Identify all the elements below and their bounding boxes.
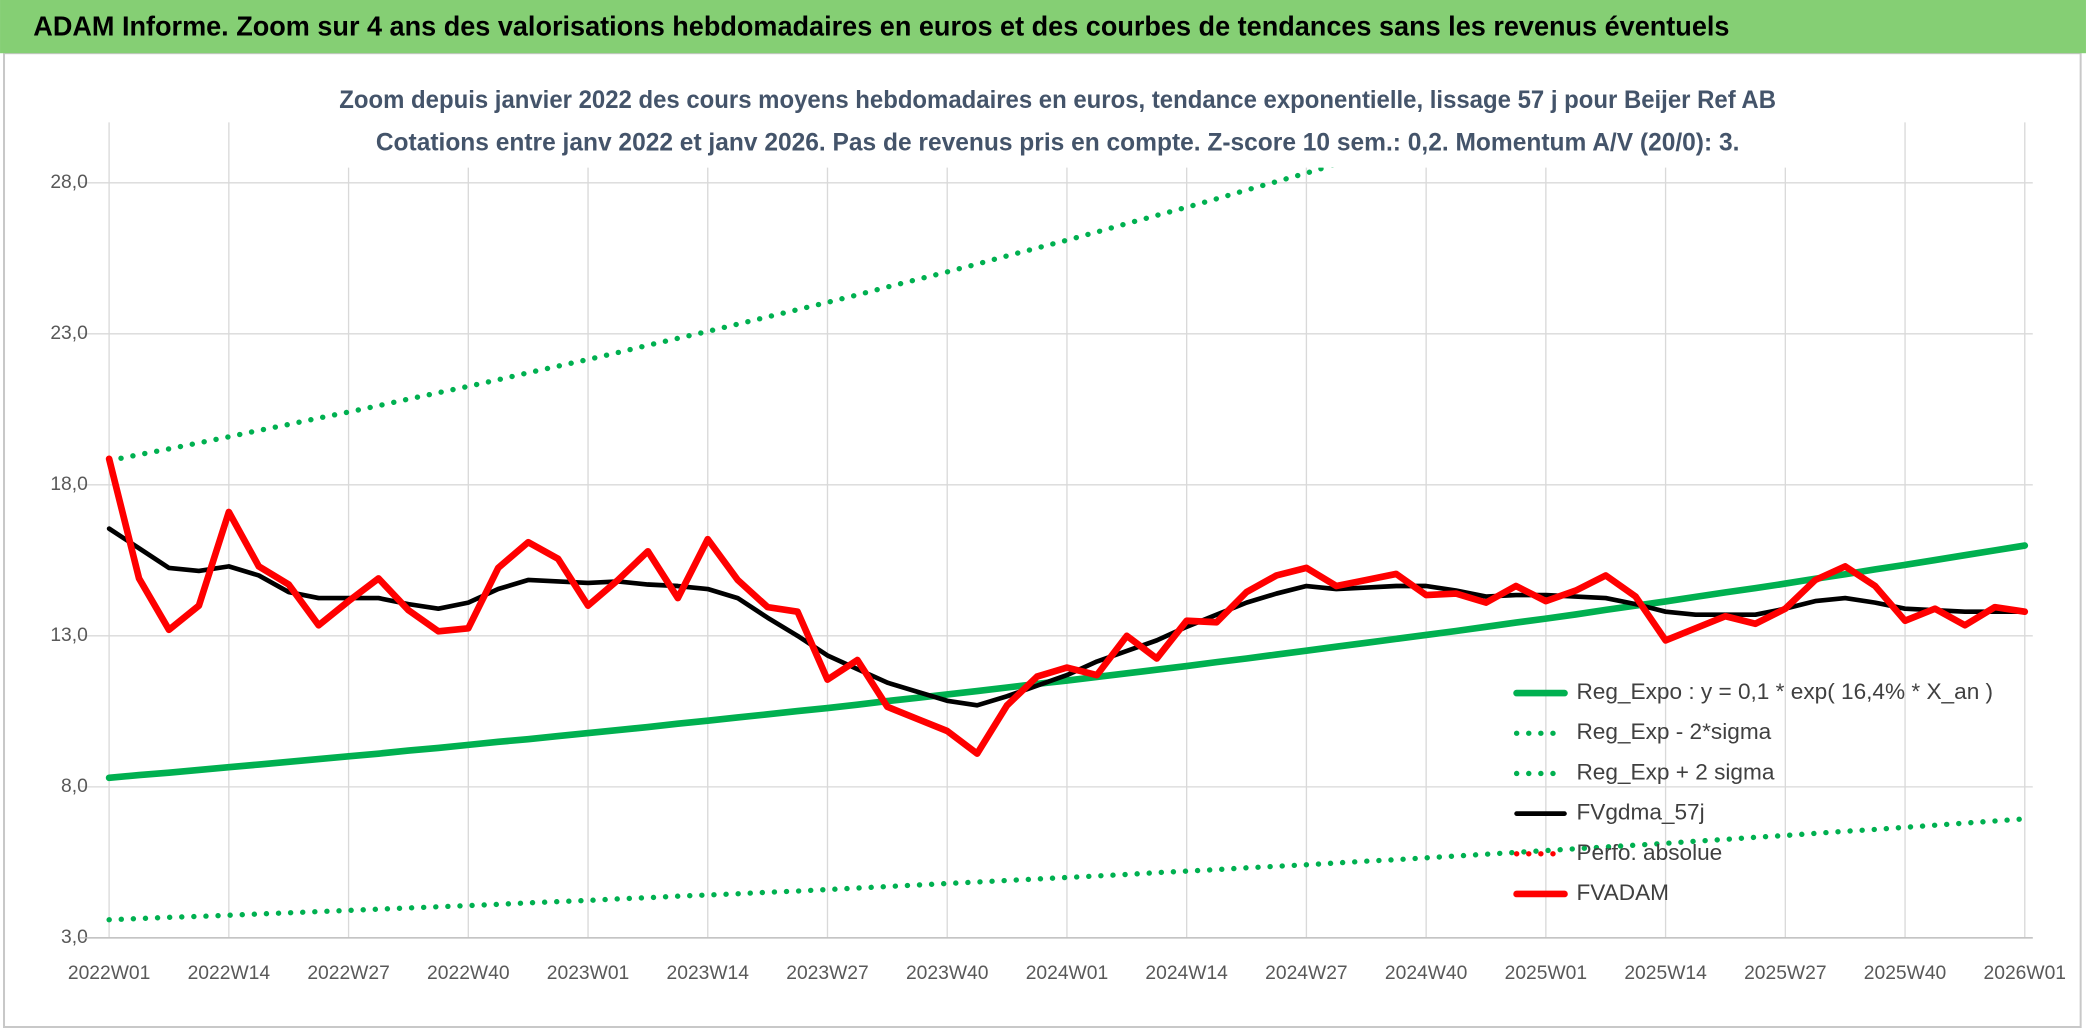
header-bar — [0, 0, 2086, 54]
x-tick-label: 2025W40 — [1864, 963, 1946, 984]
x-tick-label: 2022W01 — [68, 963, 150, 984]
axes: 3,0 8,0 13,0 18,0 23,0 28,0 2022W01 2022W14 2022… — [50, 172, 2066, 984]
x-tick-label: 2026W01 — [1984, 963, 2066, 984]
chart-subtitle: Zoom depuis janvier 2022 des cours moyen… — [339, 86, 1776, 114]
x-tick-label: 2025W27 — [1744, 963, 1826, 984]
y-tick-label: 13,0 — [50, 625, 87, 646]
y-tick-label: 8,0 — [61, 776, 88, 797]
legend-label: Perfo. absolue — [1576, 840, 1722, 865]
series-line — [105, 455, 2029, 757]
x-tick-label: 2022W40 — [427, 963, 509, 984]
legend-label: Reg_Exp - 2*sigma — [1576, 719, 1771, 744]
y-tick-label: 18,0 — [50, 474, 87, 495]
legend: Reg_Expo : y = 0,1 * exp( 16,4% * X_an )… — [1513, 679, 1993, 905]
x-tick-label: 2024W40 — [1385, 963, 1467, 984]
x-tick-label: 2022W14 — [188, 963, 271, 984]
x-tick-label: 2024W14 — [1145, 963, 1228, 984]
x-tick-label: 2025W01 — [1505, 963, 1587, 984]
plot-lines — [105, 122, 2029, 923]
series-line — [106, 816, 2028, 923]
legend-label: FVADAM — [1576, 880, 1669, 905]
subtitle-box — [325, 75, 1790, 168]
x-tick-label: 2023W27 — [786, 963, 868, 984]
series-line — [106, 526, 2028, 708]
y-tick-label: 3,0 — [61, 927, 88, 948]
chart-frame — [3, 52, 2082, 1029]
series-line — [106, 122, 1484, 464]
x-tick-label: 2024W01 — [1026, 963, 1108, 984]
x-tick-label: 2023W40 — [906, 963, 988, 984]
legend-label: FVgdma_57j — [1576, 800, 1704, 825]
y-tick-label: 23,0 — [50, 323, 87, 344]
x-tick-label: 2023W01 — [547, 963, 629, 984]
chart-subtitle: Cotations entre janv 2022 et janv 2026. … — [376, 128, 1740, 156]
legend-label: Reg_Expo : y = 0,1 * exp( 16,4% * X_an ) — [1576, 679, 1993, 704]
header-title: ADAM Informe. Zoom sur 4 ans des valoris… — [33, 10, 1729, 41]
y-tick-label: 28,0 — [50, 172, 87, 193]
x-tick-label: 2022W27 — [307, 963, 389, 984]
series-line — [105, 542, 2029, 782]
x-tick-label: 2024W27 — [1265, 963, 1347, 984]
x-tick-label: 2023W14 — [667, 963, 750, 984]
legend-label: Reg_Exp + 2 sigma — [1576, 759, 1774, 784]
x-tick-label: 2025W14 — [1624, 963, 1707, 984]
